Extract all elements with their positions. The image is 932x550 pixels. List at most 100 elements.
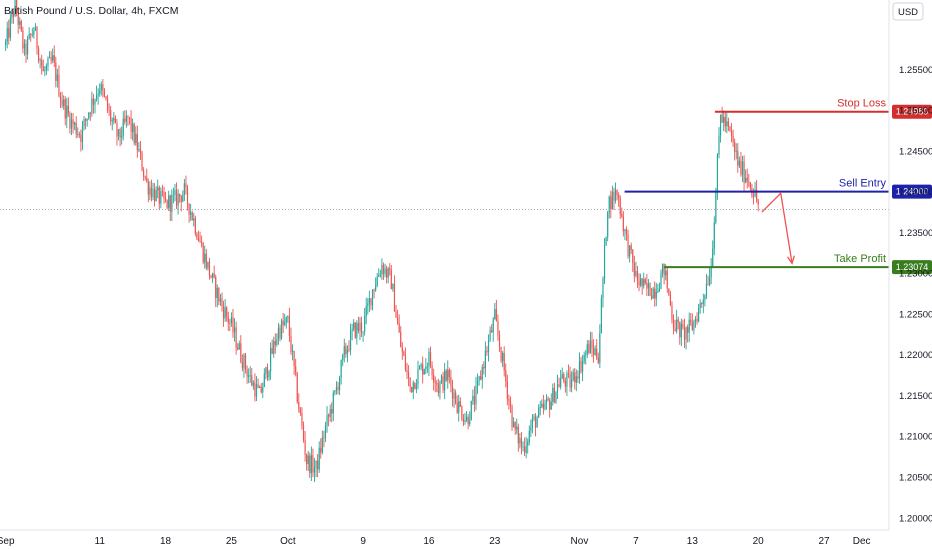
time-tick-label: 9 <box>360 536 366 547</box>
candle-body <box>415 384 418 389</box>
candle-body <box>188 203 190 215</box>
candle-body <box>433 375 435 382</box>
candle-body <box>453 392 455 399</box>
candle-body <box>743 161 745 183</box>
candle-body <box>199 240 201 243</box>
candle-body <box>571 379 573 388</box>
candle-body <box>153 188 156 202</box>
candle-body <box>622 216 624 232</box>
candle-body <box>484 350 486 369</box>
candle-body <box>461 406 463 420</box>
candle-body <box>633 262 635 276</box>
candle-body <box>80 134 82 142</box>
price-tick-label: 1.22500 <box>899 309 932 320</box>
candle-body <box>111 120 113 122</box>
candle-body <box>494 309 496 320</box>
candle-body <box>629 245 631 257</box>
candle-body <box>600 298 603 334</box>
candle-body <box>618 195 620 198</box>
candle-body <box>436 382 438 385</box>
candle-body <box>205 253 207 268</box>
candle-body <box>682 323 684 328</box>
candle-body <box>560 378 562 387</box>
take-profit-label: Take Profit <box>834 253 886 265</box>
candle-body <box>693 321 695 330</box>
candle-body <box>37 48 40 61</box>
candle-body <box>169 195 171 212</box>
candle-body <box>221 298 223 307</box>
time-tick-label: 25 <box>226 536 238 547</box>
candle-body <box>33 30 35 35</box>
candle-body <box>650 295 653 299</box>
candle-body <box>92 98 95 105</box>
candle-body <box>6 28 8 42</box>
candle-body <box>578 360 581 379</box>
candle-body <box>564 380 566 387</box>
candle-body <box>66 105 68 119</box>
candle-body <box>448 369 450 378</box>
candle-body <box>486 350 488 353</box>
candle-body <box>284 322 286 325</box>
candle-body <box>464 420 466 422</box>
candle-body <box>340 359 342 378</box>
price-tick-label: 1.22000 <box>899 350 932 361</box>
candle-body <box>291 350 294 353</box>
candle-body <box>11 11 13 19</box>
candle-body <box>390 270 392 290</box>
candle-body <box>545 398 548 404</box>
candle-body <box>270 348 272 372</box>
candle-body <box>575 376 577 383</box>
candle-body <box>53 55 55 63</box>
candle-body <box>257 384 259 389</box>
candle-body <box>563 374 565 381</box>
candle-body <box>679 321 681 338</box>
candle-body <box>116 122 118 137</box>
candle-body <box>581 361 584 372</box>
candle-body <box>407 372 410 378</box>
candle-body <box>113 117 115 121</box>
price-tick-label: 1.20000 <box>899 513 932 524</box>
time-tick-label: 27 <box>818 536 830 547</box>
candle-body <box>105 96 107 100</box>
candle-body <box>360 322 363 333</box>
candle-body <box>100 84 102 91</box>
candle-body <box>702 299 704 304</box>
symbol-title[interactable]: British Pound / U.S. Dollar, 4h, FXCM <box>4 5 178 17</box>
candle-body <box>36 27 38 49</box>
projection-arrow <box>761 191 793 264</box>
candle-body <box>451 385 454 399</box>
candle-body <box>342 354 344 360</box>
candle-body <box>658 288 661 292</box>
candle-body <box>638 280 640 286</box>
candle-body <box>63 99 65 106</box>
currency-button[interactable]: USD <box>892 2 924 21</box>
candle-body <box>132 123 134 132</box>
candle-body <box>211 273 214 278</box>
candle-body <box>166 199 168 208</box>
candle-body <box>375 285 377 291</box>
candle-body <box>328 414 330 417</box>
candle-body <box>610 196 612 210</box>
candle-body <box>307 455 309 465</box>
candle-body <box>8 28 10 38</box>
candle-body <box>367 303 369 306</box>
candle-body <box>566 373 568 387</box>
candle-body <box>89 112 91 114</box>
candle-body <box>290 335 292 353</box>
candle-body <box>147 181 149 195</box>
candle-body <box>456 403 458 413</box>
candle-body <box>746 177 748 182</box>
candle-body <box>86 118 88 121</box>
candle-body <box>95 95 98 100</box>
candle-body <box>713 222 715 249</box>
candle-body <box>712 248 714 267</box>
candle-body <box>594 348 596 355</box>
candle-body <box>354 322 356 338</box>
candle-body <box>574 372 576 383</box>
candle-body <box>636 270 639 281</box>
candle-body <box>227 316 229 323</box>
candle-body <box>613 191 615 201</box>
candle-body <box>730 130 733 137</box>
